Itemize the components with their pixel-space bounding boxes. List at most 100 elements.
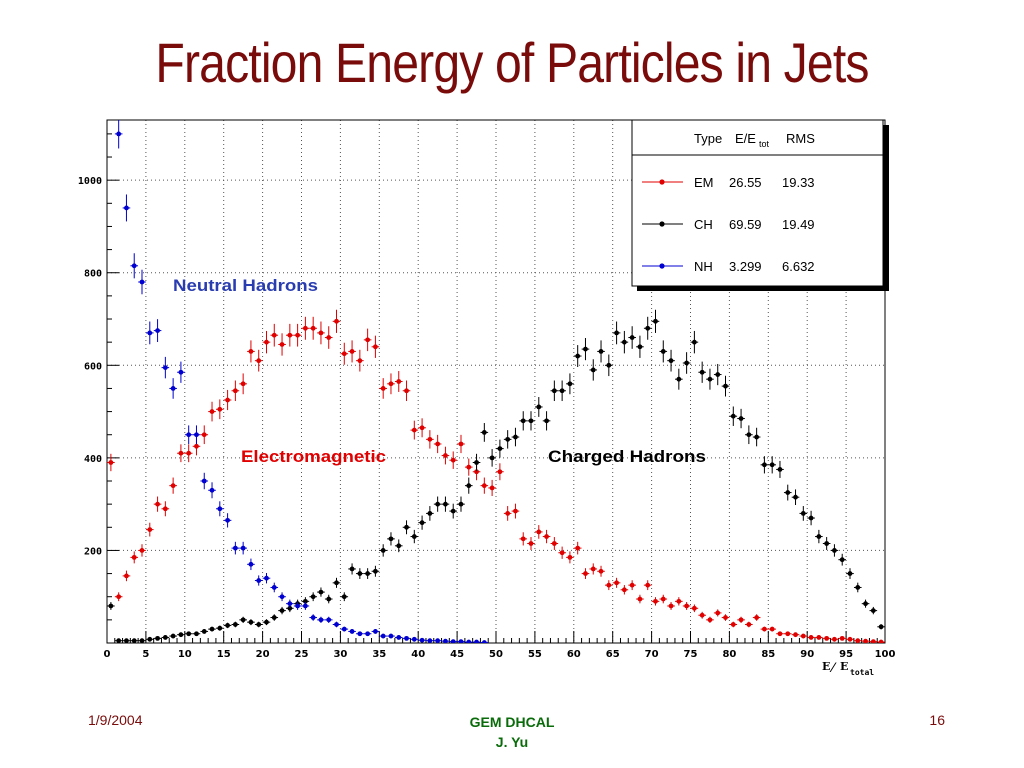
annotation-electromagnetic: Electromagnetic: [241, 447, 386, 466]
data-point: [240, 617, 246, 623]
legend-label: NH: [694, 259, 713, 274]
data-point: [178, 632, 184, 638]
data-point: [816, 534, 822, 539]
x-tick-label: 85: [761, 649, 775, 660]
legend-mean: 69.59: [729, 217, 762, 232]
legend-header-type: Type: [694, 131, 722, 146]
data-point: [404, 388, 409, 394]
data-point: [139, 548, 145, 553]
data-point: [847, 571, 853, 576]
data-point: [279, 608, 285, 614]
data-point: [513, 434, 518, 440]
data-point: [637, 344, 643, 350]
data-point: [738, 416, 744, 421]
data-point: [489, 485, 495, 491]
data-point: [458, 501, 464, 507]
x-axis-label: E ⁄ E total: [822, 660, 874, 677]
data-point: [404, 524, 409, 530]
data-point: [691, 605, 697, 611]
data-point: [676, 376, 682, 382]
data-point: [209, 626, 215, 632]
data-point: [116, 638, 122, 643]
x-tick-label: 10: [178, 649, 192, 660]
series-em: [107, 309, 885, 643]
data-point: [310, 325, 316, 331]
data-point: [668, 603, 674, 609]
y-tick-label: 200: [84, 546, 102, 557]
data-point: [450, 508, 456, 514]
legend-header: Type E/E tot RMS: [694, 131, 815, 149]
data-point: [186, 450, 192, 456]
legend-rms: 19.33: [782, 175, 815, 190]
data-point: [232, 545, 238, 551]
x-tick-label: 100: [875, 649, 896, 660]
data-point: [481, 430, 487, 435]
data-point: [855, 638, 861, 643]
data-point: [645, 325, 651, 331]
series-nh: [114, 120, 489, 643]
x-tick-label: 75: [684, 649, 698, 660]
data-point: [808, 515, 814, 521]
data-point: [232, 622, 238, 627]
data-point: [707, 376, 713, 382]
y-tick-label: 600: [84, 361, 102, 372]
data-point: [653, 318, 658, 324]
data-point: [256, 578, 262, 583]
data-point: [349, 349, 355, 354]
x-tick-label: 0: [104, 649, 111, 660]
svg-text:E: E: [822, 660, 830, 673]
data-point: [474, 469, 479, 475]
data-point: [209, 487, 215, 493]
data-point: [380, 548, 386, 553]
data-point: [326, 617, 332, 623]
data-point: [606, 362, 612, 368]
data-point: [427, 638, 433, 643]
x-tick-label: 90: [800, 649, 814, 660]
axes: 0 5 10 15 20 25 30 35 40 45 50 55 60 65 70 75 80 85 90 95 10…: [78, 133, 896, 660]
legend-rms: 6.632: [782, 259, 815, 274]
data-point: [645, 582, 651, 588]
data-point: [318, 617, 324, 623]
data-point: [520, 536, 526, 542]
data-point: [279, 342, 285, 347]
data-point: [186, 432, 192, 438]
data-point: [551, 388, 557, 394]
data-point: [583, 571, 588, 576]
data-point: [225, 623, 230, 628]
data-point: [723, 615, 728, 620]
legend-label: EM: [694, 175, 714, 190]
data-point: [715, 372, 721, 377]
data-point: [108, 603, 114, 609]
data-point: [139, 279, 145, 285]
data-point: [684, 360, 690, 366]
data-point: [411, 427, 417, 433]
data-point: [287, 605, 293, 611]
page-number: 16: [929, 712, 945, 728]
data-point: [178, 450, 184, 456]
data-point: [155, 328, 160, 333]
data-point: [878, 639, 884, 643]
data-point: [762, 462, 767, 468]
data-point: [380, 633, 386, 639]
data-point: [318, 589, 324, 595]
svg-text:E: E: [840, 660, 848, 673]
data-point: [544, 418, 549, 424]
data-point: [155, 501, 160, 507]
data-point: [334, 580, 339, 586]
data-point: [170, 386, 176, 391]
data-point: [271, 585, 277, 590]
data-point: [124, 573, 129, 579]
x-tick-label: 20: [256, 649, 270, 660]
data-point: [723, 383, 728, 389]
data-point: [162, 506, 168, 512]
data-point: [357, 358, 363, 364]
data-point: [365, 337, 371, 343]
data-point: [419, 520, 425, 526]
data-point: [209, 409, 215, 414]
data-point: [380, 386, 386, 391]
slide-title: Fraction Energy of Particles in Jets: [155, 31, 869, 94]
data-point: [528, 541, 534, 546]
data-point: [131, 263, 137, 269]
data-point: [178, 369, 184, 375]
x-tick-label: 95: [839, 649, 853, 660]
